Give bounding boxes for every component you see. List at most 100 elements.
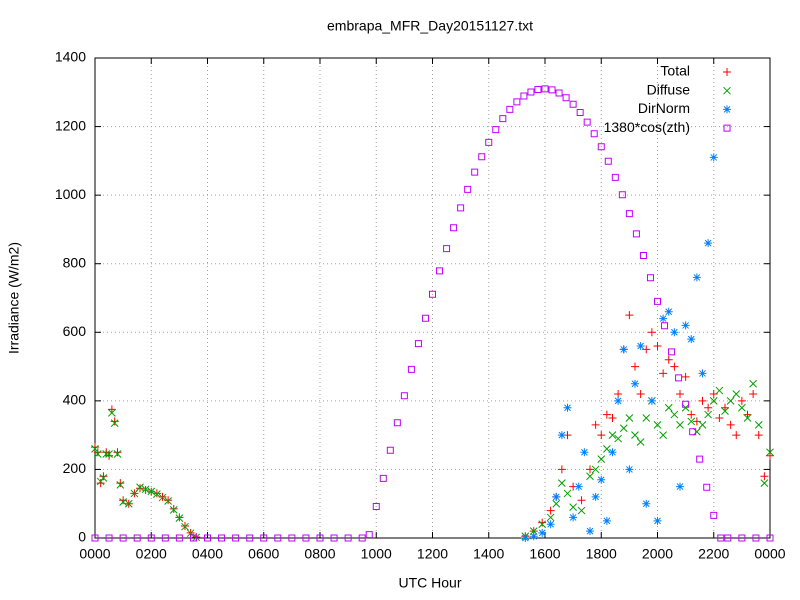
data-point: [457, 204, 465, 212]
data-point: [113, 448, 122, 457]
data-point: [608, 431, 617, 439]
data-point: [189, 534, 197, 542]
data-point: [625, 210, 633, 218]
data-point: [577, 496, 586, 505]
data-point: [597, 431, 606, 440]
data-point: [602, 410, 611, 419]
y-tick-label: 600: [63, 323, 87, 339]
data-point: [379, 474, 387, 482]
x-tick-label: 1800: [586, 546, 617, 562]
data-point: [715, 386, 724, 395]
data-point: [590, 130, 598, 138]
data-point: [636, 342, 645, 350]
data-point: [642, 499, 651, 508]
data-point: [181, 522, 189, 531]
data-point: [704, 239, 713, 248]
data-point: [752, 534, 760, 542]
data-point: [414, 340, 422, 348]
data-point: [548, 86, 556, 94]
data-point: [670, 410, 679, 419]
legend-marker: [723, 68, 731, 76]
x-tick-label: 0400: [192, 546, 223, 562]
data-point: [169, 506, 178, 514]
data-point: [119, 498, 127, 506]
data-point: [529, 532, 538, 541]
data-point: [124, 499, 133, 508]
data-point: [653, 516, 662, 525]
data-point: [93, 450, 102, 458]
data-point: [693, 427, 701, 436]
data-point: [91, 445, 99, 453]
data-point: [116, 479, 125, 488]
x-tick-label: 0000: [79, 546, 110, 562]
data-point: [726, 397, 735, 405]
data-point: [569, 503, 577, 511]
data-point: [743, 414, 752, 422]
data-point: [119, 534, 127, 542]
data-point: [653, 421, 662, 429]
x-tick-label: 0200: [136, 546, 167, 562]
y-tick-label: 800: [63, 254, 87, 270]
data-point: [147, 487, 156, 496]
data-point: [506, 105, 514, 113]
data-point: [471, 168, 479, 176]
data-point: [583, 118, 591, 126]
data-point: [717, 534, 725, 542]
data-point: [130, 489, 139, 498]
data-point: [316, 534, 324, 542]
chart-title: embrapa_MFR_Day20151127.txt: [327, 18, 533, 34]
data-point: [365, 531, 373, 539]
data-point: [136, 483, 144, 492]
data-point: [499, 115, 507, 123]
x-tick-label: 1400: [473, 546, 504, 562]
data-point: [546, 506, 555, 515]
data-point: [661, 322, 669, 330]
data-point: [218, 534, 226, 542]
data-point: [631, 431, 639, 439]
series: [521, 153, 718, 542]
data-point: [538, 518, 547, 527]
x-tick-label: 2200: [698, 546, 729, 562]
data-point: [577, 506, 586, 515]
data-point: [696, 455, 704, 463]
data-point: [715, 414, 724, 422]
data-point: [555, 89, 563, 97]
data-point: [721, 407, 729, 415]
y-tick-label: 1000: [55, 186, 86, 202]
data-point: [603, 445, 611, 453]
data-point: [619, 345, 628, 354]
data-point: [562, 94, 570, 102]
data-point: [99, 474, 108, 482]
data-point: [534, 86, 542, 94]
data-point: [586, 527, 594, 536]
data-point: [675, 374, 683, 382]
data-point: [760, 479, 769, 487]
data-point: [653, 342, 662, 350]
data-point: [344, 534, 352, 542]
data-point: [485, 138, 493, 146]
data-point: [709, 153, 718, 162]
data-point: [709, 397, 718, 405]
data-point: [443, 245, 451, 253]
data-point: [703, 483, 711, 491]
data-point: [158, 493, 167, 502]
data-point: [597, 475, 606, 484]
data-point: [492, 126, 500, 134]
data-point: [330, 534, 338, 542]
data-point: [513, 98, 521, 106]
data-point: [632, 230, 640, 238]
data-point: [766, 448, 774, 457]
data-point: [586, 465, 594, 474]
data-point: [91, 534, 99, 542]
series: [91, 379, 774, 542]
data-point: [737, 396, 746, 405]
data-point: [546, 513, 555, 522]
data-point: [591, 465, 600, 474]
data-point: [450, 224, 458, 232]
data-point: [611, 173, 619, 181]
data-point: [597, 455, 606, 463]
x-tick-label: 0800: [304, 546, 335, 562]
data-point: [105, 534, 113, 542]
data-point: [642, 414, 651, 422]
